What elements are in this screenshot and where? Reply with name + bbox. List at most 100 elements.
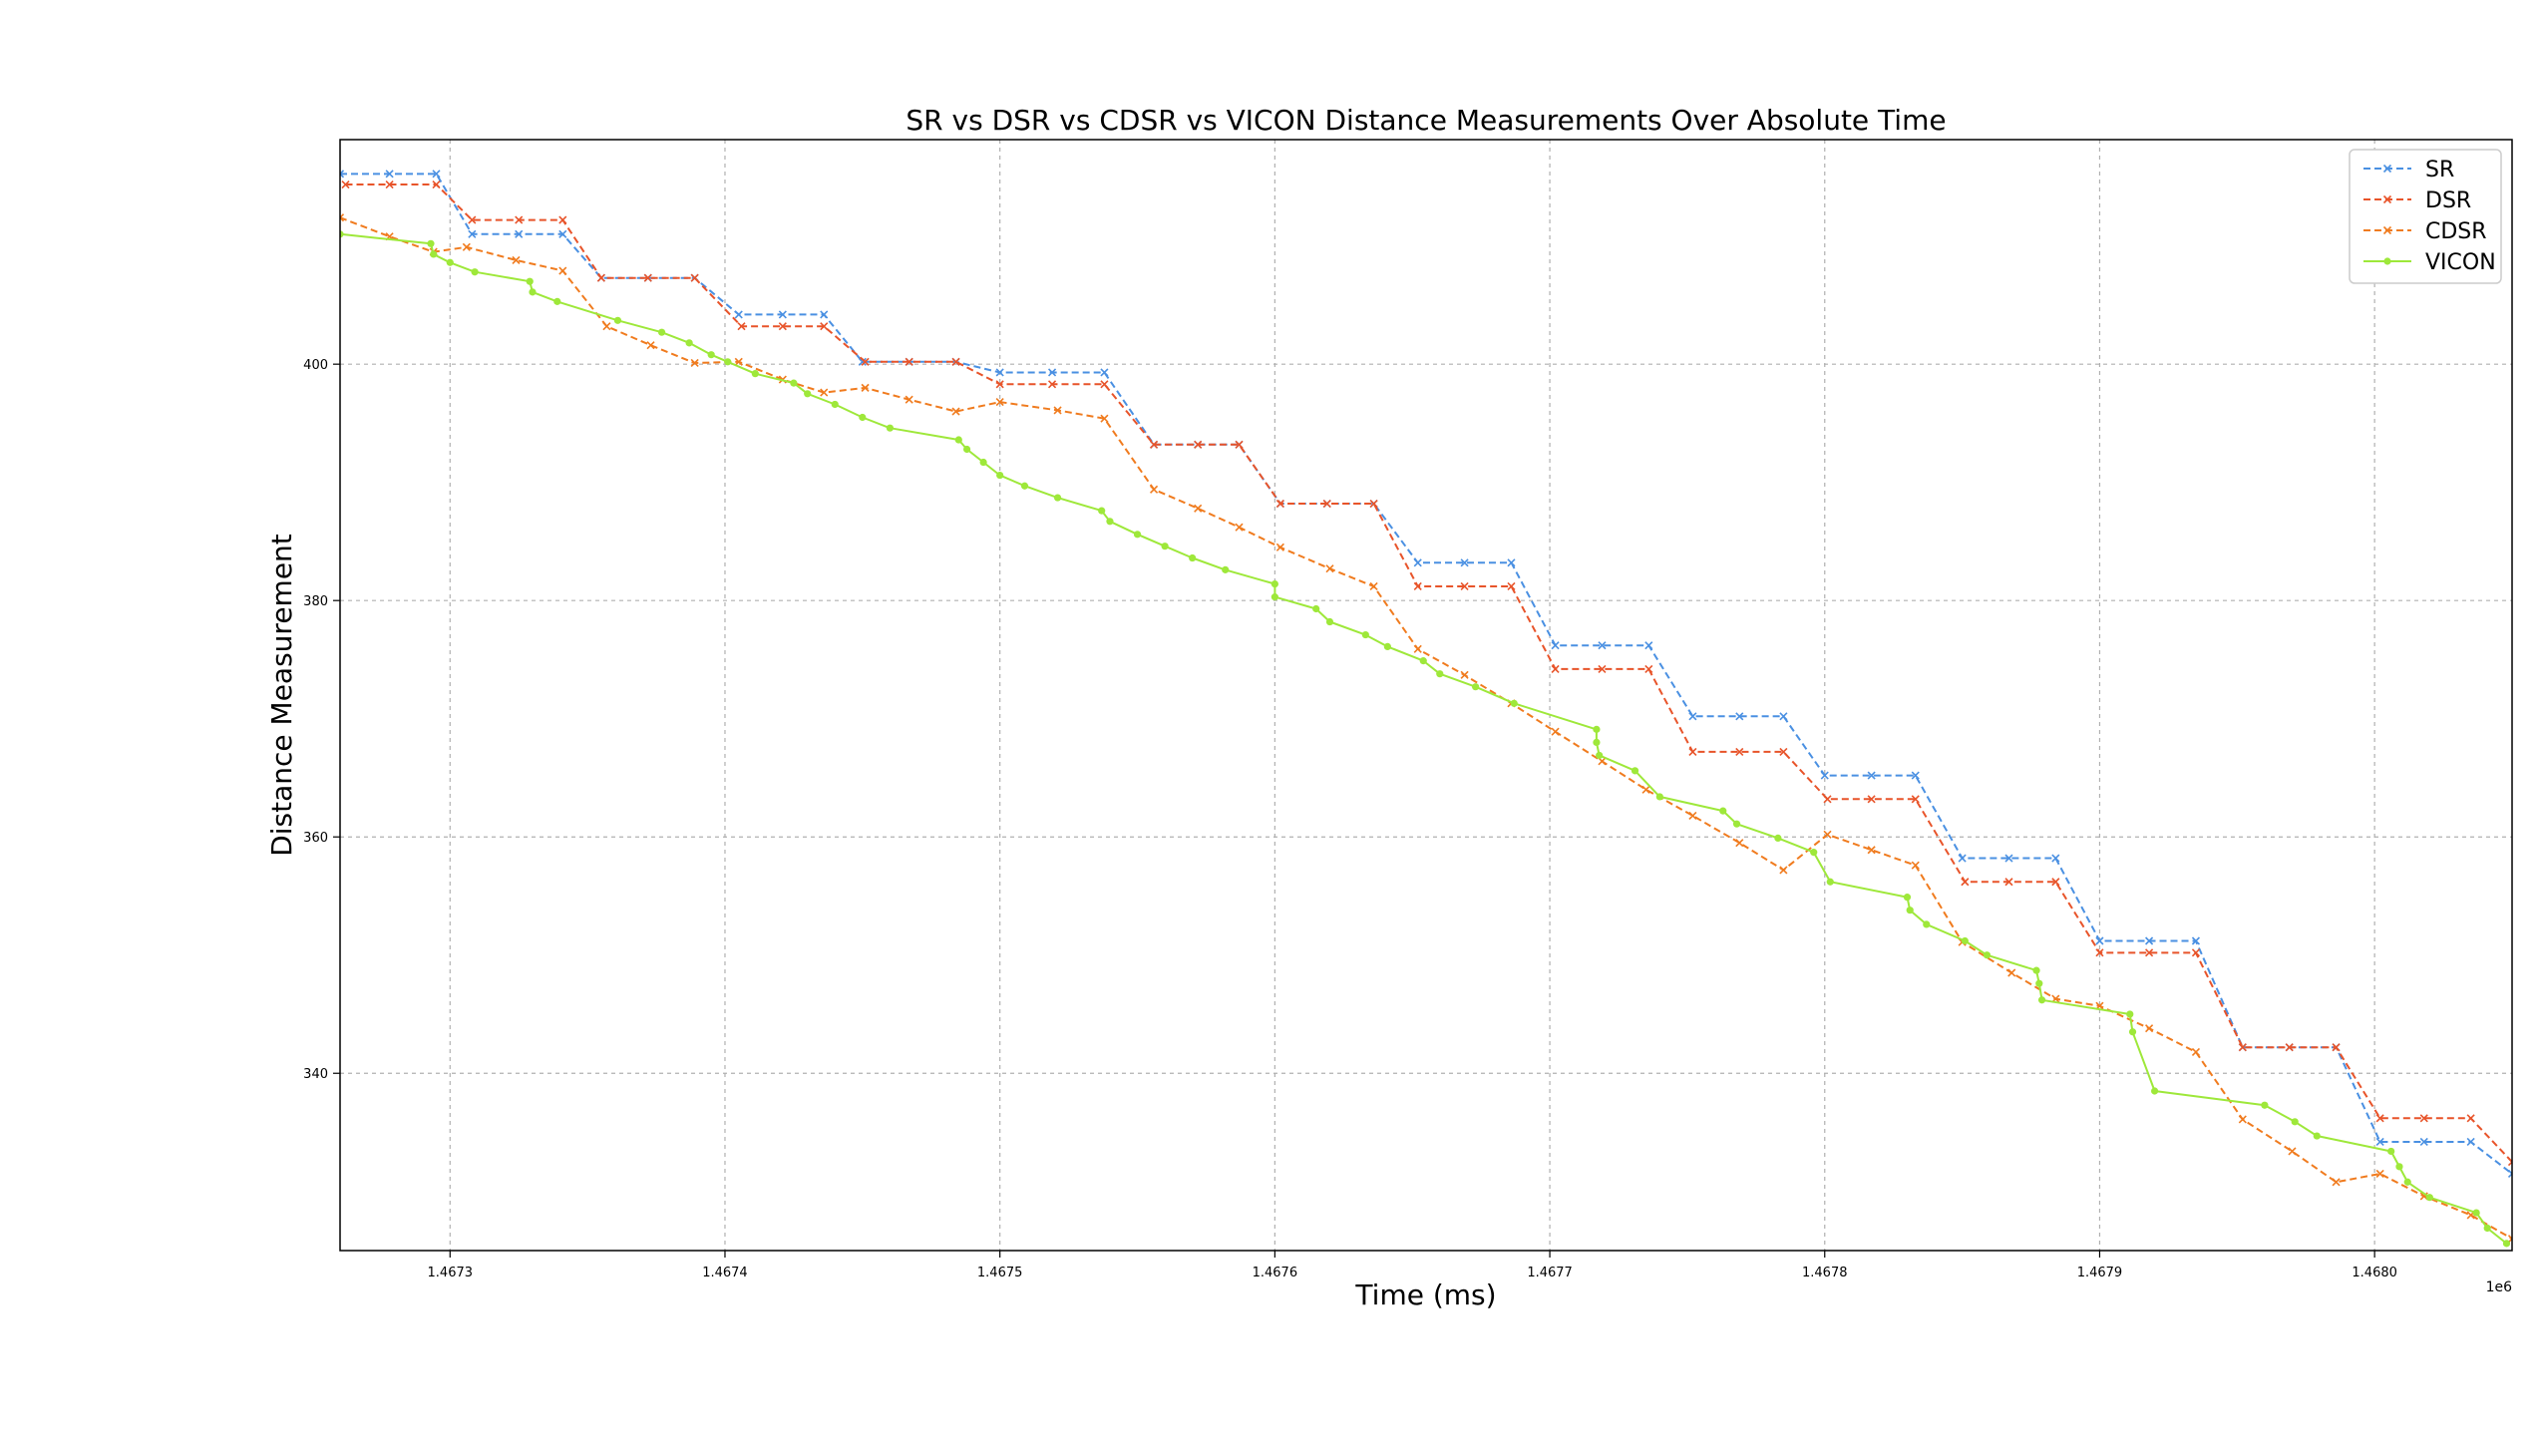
legend-item-cdsr: CDSR [2363, 219, 2487, 244]
data-point-dsr [1735, 747, 1744, 756]
data-point-dsr [861, 357, 870, 366]
data-point-vicon [2483, 1224, 2491, 1233]
data-point-vicon [2261, 1101, 2269, 1109]
data-point-vicon [1810, 849, 1818, 857]
data-point-dsr [1644, 664, 1653, 673]
data-point-vicon [613, 316, 622, 324]
data-point-vicon [859, 413, 867, 422]
data-point-cdsr [1235, 523, 1244, 532]
data-point-vicon [1053, 494, 1062, 502]
data-point-vicon [2037, 996, 2046, 1004]
data-point-vicon [1732, 820, 1741, 828]
data-point-dsr [951, 357, 960, 366]
data-point-sr [2466, 1137, 2475, 1147]
data-point-dsr [1322, 499, 1331, 509]
legend-item-vicon: VICON [2363, 250, 2496, 275]
series-cdsr [340, 213, 2512, 1244]
data-point-vicon [707, 351, 715, 359]
x-tick-label: 1.4680 [2352, 1266, 2397, 1280]
data-point-sr [1413, 558, 1422, 567]
data-point-dsr [432, 180, 441, 189]
data-point-cdsr [861, 383, 870, 392]
data-point-vicon [446, 258, 454, 266]
legend: SR DSR CDSR VICON [2349, 149, 2502, 284]
data-point-vicon [2425, 1194, 2433, 1202]
data-point-vicon [1270, 580, 1278, 588]
x-tick-label: 1.4679 [2077, 1266, 2123, 1280]
data-point-sr [1867, 771, 1876, 780]
data-point-vicon [2291, 1118, 2299, 1126]
data-point-cdsr [951, 407, 960, 416]
data-point-sr [1507, 558, 1516, 567]
data-point-vicon [1774, 834, 1782, 842]
legend-label-sr: SR [2425, 158, 2454, 182]
data-point-vicon [996, 471, 1004, 480]
y-axis-ticks: 340 360 380 400 [303, 358, 340, 1082]
data-point-sr [1779, 712, 1788, 721]
data-point-vicon [529, 288, 537, 296]
data-point-cdsr [2332, 1178, 2341, 1187]
data-point-sr [2419, 1137, 2428, 1147]
data-point-cdsr [2375, 1169, 2384, 1179]
data-point-vicon [1596, 751, 1604, 760]
data-point-vicon [1472, 683, 1480, 691]
data-point-vicon [724, 358, 732, 366]
data-point-cdsr [646, 341, 655, 350]
data-point-vicon [657, 328, 666, 336]
data-point-dsr [1688, 747, 1697, 756]
data-point-cdsr [1413, 644, 1422, 653]
data-point-sr [2375, 1137, 2384, 1147]
data-point-dsr [690, 273, 699, 282]
legend-label-dsr: DSR [2425, 188, 2471, 213]
series-vicon [340, 230, 2511, 1248]
data-point-sr [1598, 641, 1607, 650]
x-tick-label: 1.4678 [1802, 1266, 1848, 1280]
data-point-vicon [1189, 553, 1197, 562]
data-point-sr [1047, 368, 1057, 377]
data-point-vicon [430, 250, 438, 258]
data-point-vicon [471, 268, 479, 276]
series-line-sr [340, 173, 2512, 1175]
legend-item-sr: SR [2363, 158, 2454, 182]
data-point-cdsr [1275, 543, 1284, 551]
data-point-vicon [1361, 630, 1369, 639]
data-point-sr [1958, 854, 1967, 863]
data-point-dsr [1779, 747, 1788, 756]
data-point-cdsr [2288, 1147, 2297, 1156]
data-point-vicon [831, 400, 839, 409]
data-point-sr [1551, 641, 1560, 650]
data-point-dsr [1369, 499, 1378, 509]
data-point-cdsr [1053, 406, 1062, 415]
grid-lines [340, 140, 2512, 1251]
data-point-dsr [1823, 795, 1832, 804]
legend-item-dsr: DSR [2363, 188, 2471, 213]
data-point-dsr [778, 322, 787, 331]
data-point-sr [2507, 1169, 2512, 1179]
data-point-cdsr [1867, 846, 1876, 855]
data-point-sr [2095, 936, 2104, 945]
data-point-vicon [1631, 767, 1639, 775]
data-point-cdsr [1325, 564, 1334, 573]
data-point-cdsr [1369, 581, 1378, 591]
data-point-sr [1688, 712, 1697, 721]
data-point-sr [2051, 854, 2060, 863]
data-point-vicon [979, 458, 987, 467]
data-point-vicon [1312, 604, 1320, 613]
data-point-cdsr [2145, 1024, 2154, 1033]
data-point-vicon [1161, 543, 1169, 550]
data-point-dsr [1867, 795, 1876, 804]
data-point-cdsr [558, 266, 567, 275]
data-point-sr [2004, 854, 2013, 863]
data-point-vicon [1270, 593, 1278, 601]
data-point-dsr [1598, 664, 1607, 673]
x-axis-ticks: 1.4673 1.4674 1.4675 1.4676 1.4677 1.4678 1.46… [428, 1251, 2397, 1280]
data-point-vicon [790, 379, 798, 387]
data-point-dsr [2419, 1114, 2428, 1123]
data-point-dsr [1047, 380, 1057, 389]
data-point-sr [468, 229, 477, 238]
legend-marker-sr [2382, 164, 2392, 174]
legend-marker-vicon [2383, 257, 2391, 265]
data-point-dsr [2238, 1043, 2247, 1052]
data-point-cdsr [1100, 414, 1109, 423]
